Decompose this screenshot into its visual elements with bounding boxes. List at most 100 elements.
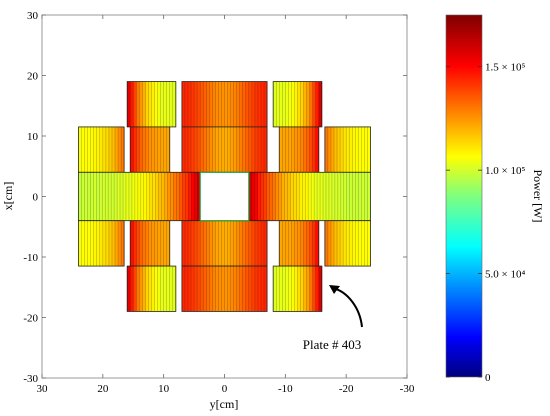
plate-stripe — [145, 266, 149, 312]
plate-stripe — [293, 172, 297, 221]
plate-stripe — [221, 220, 225, 267]
x-tick-label: 30 — [37, 383, 49, 395]
plate-stripe — [261, 266, 265, 312]
plate-stripe — [297, 81, 301, 127]
plate-stripe — [157, 220, 161, 267]
plate-stripe — [358, 126, 362, 173]
plate-stripe — [133, 126, 137, 173]
assembly-border — [272, 265, 323, 312]
colorbar — [445, 14, 483, 378]
plate-stripe — [184, 220, 189, 267]
plate-stripe — [206, 81, 210, 127]
plate-stripe — [81, 220, 85, 267]
plate-stripe — [127, 81, 131, 127]
colorbar-tick-label: 5.0 × 10⁴ — [485, 269, 525, 281]
assembly-lower-far-left — [78, 220, 125, 267]
plate-stripe — [148, 81, 152, 127]
plate-stripe — [184, 126, 189, 173]
y-axis-title: x[cm] — [1, 182, 15, 211]
plate-stripe — [215, 126, 219, 173]
plate-stripe — [145, 81, 149, 127]
plate-stripe — [279, 266, 283, 312]
plate-stripe — [146, 172, 151, 221]
plate-stripe — [291, 266, 295, 312]
plate-stripe — [191, 220, 195, 267]
assembly-bottom-center — [181, 265, 268, 312]
plate-stripe — [102, 126, 107, 173]
plate-stripe — [367, 172, 371, 221]
plate-stripe — [167, 172, 171, 221]
plate-stripe — [209, 126, 213, 173]
assembly-top-center — [181, 81, 268, 128]
x-tick-label: 10 — [158, 383, 170, 395]
plate-stripe — [297, 126, 301, 173]
plate-stripe — [84, 220, 88, 267]
plate-stripe — [188, 81, 192, 127]
plate-stripe — [364, 172, 368, 221]
plate-stripe — [352, 172, 356, 221]
plate-stripe — [139, 126, 143, 173]
plate-stripe — [285, 81, 289, 127]
assembly-top-right — [272, 81, 323, 128]
assembly-border — [78, 220, 125, 267]
plate-stripe — [254, 81, 259, 127]
plate-stripe — [218, 81, 222, 127]
plate-stripe — [90, 126, 95, 173]
plate-stripe — [261, 81, 265, 127]
plate-stripe — [227, 126, 231, 173]
plate-stripe — [233, 220, 237, 267]
plate-stripe — [160, 81, 164, 127]
plate-stripe — [99, 172, 103, 221]
annotation-label: Plate # 403 — [303, 337, 362, 352]
plate-stripe — [188, 266, 192, 312]
plate-stripe — [276, 266, 280, 312]
plate-stripe — [148, 220, 152, 267]
plate-stripe — [330, 126, 335, 173]
plate-stripe — [151, 81, 155, 127]
plate-stripe — [288, 266, 292, 312]
plate-stripe — [148, 126, 152, 173]
plate-stripe — [261, 220, 265, 267]
plate-stripe — [160, 266, 164, 312]
plate-stripe — [264, 81, 268, 127]
plate-stripe — [200, 220, 204, 267]
plate-stripe — [324, 220, 329, 267]
plate-stripe — [134, 172, 139, 221]
plate-stripe — [303, 266, 307, 312]
plate-stripe — [299, 172, 303, 221]
plate-stripe — [303, 81, 307, 127]
plate-stripe — [157, 126, 161, 173]
plate-stripe — [251, 126, 256, 173]
plate-stripe — [343, 126, 347, 173]
plate-stripe — [163, 81, 168, 127]
plate-stripe — [142, 126, 146, 173]
plate-stripe — [164, 172, 168, 221]
x-tick-label: -30 — [400, 383, 415, 395]
plate-stripe — [279, 81, 283, 127]
plate-stripe — [264, 126, 268, 173]
plate-stripe — [290, 172, 294, 221]
plate-stripe — [111, 220, 116, 267]
plate-stripe — [169, 81, 174, 127]
assembly-top-left — [126, 81, 177, 128]
plate-stripe — [148, 266, 152, 312]
plate-stripe — [305, 172, 309, 221]
plate-stripe — [136, 81, 140, 127]
plate-stripe — [245, 81, 250, 127]
assembly-upper-far-right — [324, 126, 371, 173]
plate-stripe — [315, 220, 320, 267]
plate-stripe — [102, 220, 107, 267]
plate-stripe — [93, 172, 97, 221]
plate-stripe — [264, 220, 268, 267]
plate-stripe — [328, 172, 333, 221]
plate-stripe — [306, 126, 310, 173]
plate-stripe — [303, 126, 307, 173]
plate-stripe — [272, 172, 276, 221]
central-hole — [199, 171, 250, 222]
plate-stripe — [128, 172, 133, 221]
plate-stripe — [236, 126, 241, 173]
plate-stripe — [78, 126, 82, 173]
plate-stripe — [155, 172, 159, 221]
plate-stripe — [158, 172, 162, 221]
plate-stripe — [291, 220, 295, 267]
